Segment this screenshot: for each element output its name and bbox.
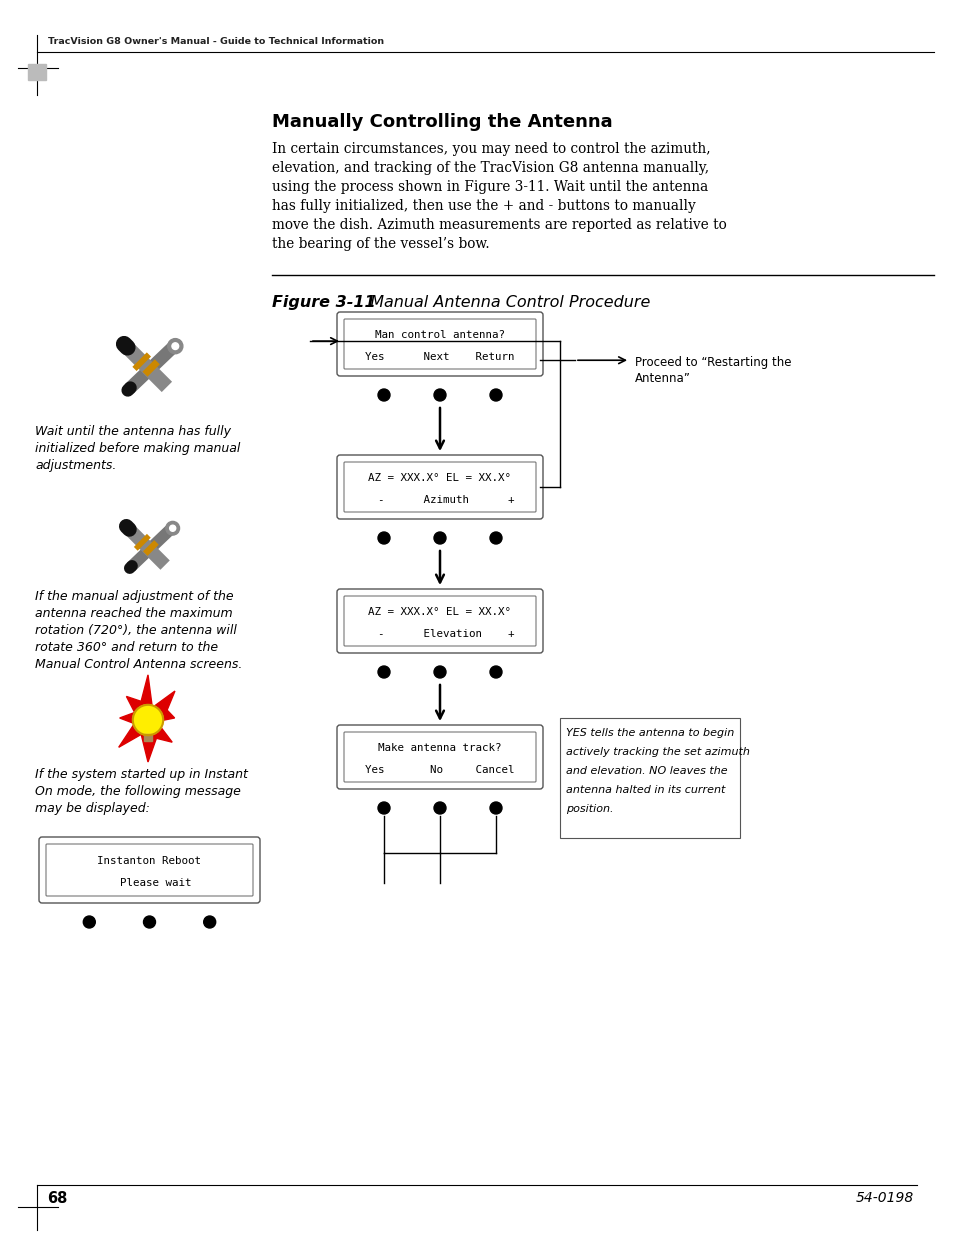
Text: Manual Control Antenna screens.: Manual Control Antenna screens. xyxy=(35,658,242,671)
FancyBboxPatch shape xyxy=(39,837,260,903)
Text: Yes      Next    Return: Yes Next Return xyxy=(365,352,515,362)
FancyBboxPatch shape xyxy=(344,462,536,513)
Text: the bearing of the vessel’s bow.: the bearing of the vessel’s bow. xyxy=(272,237,489,251)
Text: using the process shown in Figure 3-11. Wait until the antenna: using the process shown in Figure 3-11. … xyxy=(272,180,707,194)
Text: AZ = XXX.X° EL = XX.X°: AZ = XXX.X° EL = XX.X° xyxy=(368,608,511,618)
Text: -      Azimuth      +: - Azimuth + xyxy=(365,495,515,505)
Text: and elevation. NO leaves the: and elevation. NO leaves the xyxy=(565,766,727,776)
Text: rotation (720°), the antenna will: rotation (720°), the antenna will xyxy=(35,624,236,637)
Circle shape xyxy=(377,532,390,543)
Text: Man control antenna?: Man control antenna? xyxy=(375,330,504,341)
Bar xyxy=(144,734,152,741)
Text: AZ = XXX.X° EL = XX.X°: AZ = XXX.X° EL = XX.X° xyxy=(368,473,511,483)
Circle shape xyxy=(132,705,163,735)
Circle shape xyxy=(434,389,446,401)
Circle shape xyxy=(490,389,501,401)
Text: If the system started up in Instant: If the system started up in Instant xyxy=(35,768,248,781)
Circle shape xyxy=(166,521,179,535)
Circle shape xyxy=(490,802,501,814)
Circle shape xyxy=(434,802,446,814)
Circle shape xyxy=(434,532,446,543)
Text: has fully initialized, then use the + and - buttons to manually: has fully initialized, then use the + an… xyxy=(272,199,695,212)
FancyBboxPatch shape xyxy=(344,597,536,646)
Circle shape xyxy=(170,525,175,531)
FancyBboxPatch shape xyxy=(336,725,542,789)
Text: Yes       No     Cancel: Yes No Cancel xyxy=(365,764,515,774)
Circle shape xyxy=(204,916,215,927)
Circle shape xyxy=(172,343,178,350)
FancyBboxPatch shape xyxy=(344,732,536,782)
Bar xyxy=(28,64,46,80)
Text: actively tracking the set azimuth: actively tracking the set azimuth xyxy=(565,747,749,757)
Text: If the manual adjustment of the: If the manual adjustment of the xyxy=(35,590,233,603)
Text: Antenna”: Antenna” xyxy=(635,372,690,385)
Circle shape xyxy=(83,916,95,927)
Polygon shape xyxy=(118,674,174,762)
Text: Proceed to “Restarting the: Proceed to “Restarting the xyxy=(635,356,791,369)
Text: adjustments.: adjustments. xyxy=(35,459,116,472)
Text: Instanton Reboot: Instanton Reboot xyxy=(97,856,201,866)
Text: Wait until the antenna has fully: Wait until the antenna has fully xyxy=(35,425,231,438)
Text: -      Elevation    +: - Elevation + xyxy=(365,629,515,638)
Text: TracVision G8 Owner's Manual - Guide to Technical Information: TracVision G8 Owner's Manual - Guide to … xyxy=(48,37,384,46)
FancyBboxPatch shape xyxy=(336,589,542,653)
Text: antenna reached the maximum: antenna reached the maximum xyxy=(35,606,233,620)
Text: Please wait: Please wait xyxy=(107,878,192,888)
Circle shape xyxy=(490,666,501,678)
Circle shape xyxy=(377,666,390,678)
Circle shape xyxy=(377,389,390,401)
Circle shape xyxy=(143,916,155,927)
FancyBboxPatch shape xyxy=(336,454,542,519)
Text: Manually Controlling the Antenna: Manually Controlling the Antenna xyxy=(272,112,612,131)
Text: may be displayed:: may be displayed: xyxy=(35,802,150,815)
Text: initialized before making manual: initialized before making manual xyxy=(35,442,240,454)
Text: Figure 3-11: Figure 3-11 xyxy=(272,295,375,310)
Text: YES tells the antenna to begin: YES tells the antenna to begin xyxy=(565,727,734,739)
Text: Manual Antenna Control Procedure: Manual Antenna Control Procedure xyxy=(359,295,650,310)
Text: Make antenna track?: Make antenna track? xyxy=(377,743,501,753)
Text: position.: position. xyxy=(565,804,613,814)
Circle shape xyxy=(377,802,390,814)
FancyBboxPatch shape xyxy=(46,844,253,897)
Circle shape xyxy=(168,338,183,353)
Text: elevation, and tracking of the TracVision G8 antenna manually,: elevation, and tracking of the TracVisio… xyxy=(272,161,708,175)
Text: On mode, the following message: On mode, the following message xyxy=(35,785,240,798)
Text: In certain circumstances, you may need to control the azimuth,: In certain circumstances, you may need t… xyxy=(272,142,710,156)
FancyBboxPatch shape xyxy=(344,319,536,369)
Text: 68: 68 xyxy=(47,1191,68,1207)
Text: rotate 360° and return to the: rotate 360° and return to the xyxy=(35,641,218,655)
FancyBboxPatch shape xyxy=(336,312,542,375)
Text: antenna halted in its current: antenna halted in its current xyxy=(565,785,724,795)
Text: 54-0198: 54-0198 xyxy=(855,1191,913,1205)
Text: move the dish. Azimuth measurements are reported as relative to: move the dish. Azimuth measurements are … xyxy=(272,219,726,232)
Circle shape xyxy=(434,666,446,678)
Bar xyxy=(559,718,740,839)
Circle shape xyxy=(490,532,501,543)
